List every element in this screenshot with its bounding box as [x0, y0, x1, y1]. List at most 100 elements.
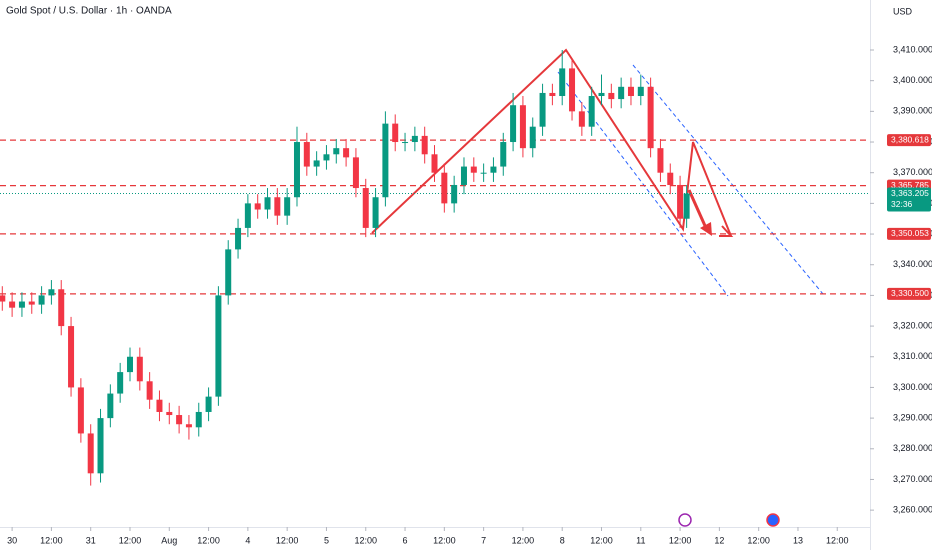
- x-tick-label: 12:00: [747, 535, 770, 545]
- candle-body: [244, 203, 251, 228]
- candle: [343, 138, 350, 167]
- candle-body: [559, 68, 566, 97]
- event-icon: [678, 513, 692, 527]
- candle-body: [87, 433, 94, 474]
- candle: [431, 145, 438, 182]
- x-tick-label: 12: [714, 535, 724, 545]
- current-price-label: 3,363.205: [891, 188, 929, 198]
- candle-body: [185, 424, 192, 428]
- candle: [166, 402, 173, 425]
- candle-body: [323, 154, 330, 161]
- candle: [9, 292, 16, 317]
- x-tick-label: 11: [636, 535, 645, 545]
- candle-body: [683, 193, 690, 219]
- candle: [107, 384, 114, 428]
- level-badge: [887, 227, 931, 240]
- candle: [411, 126, 418, 152]
- candle: [235, 218, 242, 259]
- candle: [608, 83, 615, 109]
- candle: [667, 163, 674, 195]
- candle: [578, 102, 585, 136]
- candle-body: [549, 92, 556, 97]
- candle-body: [107, 393, 114, 419]
- candle-body: [618, 86, 625, 100]
- x-tick-label: 12:00: [276, 535, 299, 545]
- candle-body: [667, 172, 674, 185]
- candle: [480, 163, 487, 182]
- y-tick-label: 3,390.000: [893, 106, 932, 116]
- candle-body: [68, 326, 75, 388]
- candle-body: [402, 142, 409, 144]
- y-tick-label: 3,270.000: [893, 474, 932, 484]
- candle: [559, 50, 566, 106]
- candle-body: [195, 411, 202, 428]
- candle-body: [657, 148, 664, 173]
- candle: [284, 188, 291, 225]
- candle-body: [225, 249, 232, 296]
- x-tick-label: 12:00: [669, 535, 692, 545]
- candle-body: [28, 301, 35, 305]
- channel-line: [632, 64, 824, 295]
- y-tick-label: 3,400.000: [893, 75, 932, 85]
- candle: [421, 126, 428, 164]
- level-label: 3,330.500: [891, 288, 929, 298]
- current-price-badge: [887, 187, 931, 212]
- candle: [0, 286, 6, 311]
- candle: [185, 415, 192, 440]
- currency-label: USD: [893, 6, 913, 16]
- arrow-head: [700, 222, 712, 236]
- candle: [362, 178, 369, 238]
- y-tick-label: 3,300.000: [893, 382, 932, 392]
- candle-body: [480, 172, 487, 174]
- candle: [244, 194, 251, 238]
- x-tick-label: 5: [324, 535, 329, 545]
- candle-body: [441, 172, 448, 204]
- candle-body: [470, 166, 477, 173]
- candle-body: [293, 142, 300, 198]
- candle: [402, 132, 409, 152]
- x-tick-label: Aug: [161, 535, 177, 545]
- candle: [657, 138, 664, 182]
- candle-body: [254, 203, 261, 210]
- candle: [48, 280, 55, 305]
- candle: [126, 347, 133, 382]
- candle-body: [421, 135, 428, 155]
- candle: [569, 59, 576, 121]
- candle-body: [313, 160, 320, 167]
- candle-body: [117, 372, 124, 394]
- candle-body: [0, 295, 6, 302]
- candle: [539, 83, 546, 136]
- candle: [117, 362, 124, 403]
- y-tick-label: 3,310.000: [893, 351, 932, 361]
- candle-body: [510, 105, 517, 143]
- x-tick-label: 8: [560, 535, 565, 545]
- candle: [549, 83, 556, 106]
- x-tick-label: 12:00: [119, 535, 142, 545]
- arrow: [687, 189, 708, 229]
- event-icons: [678, 513, 780, 527]
- x-tick-label: 12:00: [354, 535, 377, 545]
- candle: [372, 188, 379, 238]
- y-tick-label: 3,320.000: [893, 320, 932, 330]
- candle: [205, 387, 212, 422]
- candle: [313, 151, 320, 176]
- candle-body: [18, 301, 25, 308]
- y-tick-label: 3,290.000: [893, 412, 932, 422]
- candle-body: [136, 356, 143, 382]
- x-tick-label: 6: [403, 535, 408, 545]
- event-icon: [766, 513, 780, 527]
- candle: [441, 163, 448, 213]
- candle: [490, 157, 497, 182]
- y-tick-label: 3,260.000: [893, 505, 932, 515]
- candle-body: [343, 148, 350, 158]
- y-tick-label: 3,340.000: [893, 259, 932, 269]
- candle-body: [372, 197, 379, 228]
- candle-body: [205, 396, 212, 412]
- candle-body: [274, 197, 281, 216]
- candle-body: [578, 111, 585, 127]
- candle-body: [126, 356, 133, 373]
- candle: [618, 77, 625, 109]
- candle: [637, 74, 644, 106]
- candle-body: [9, 301, 16, 308]
